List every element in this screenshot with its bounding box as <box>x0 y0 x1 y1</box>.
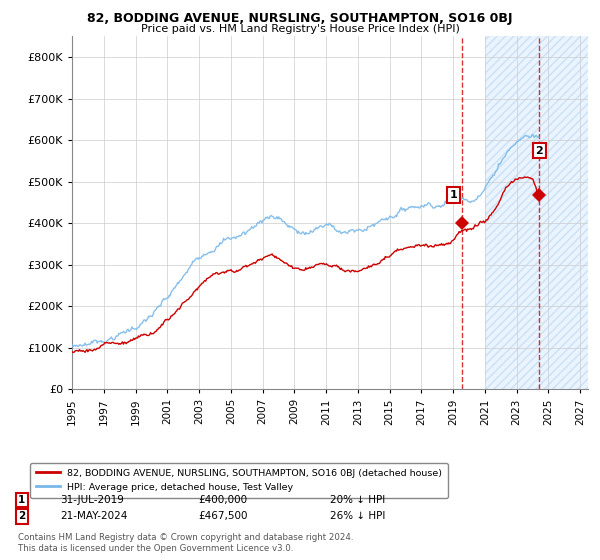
Text: £467,500: £467,500 <box>198 511 248 521</box>
Text: Contains HM Land Registry data © Crown copyright and database right 2024.
This d: Contains HM Land Registry data © Crown c… <box>18 533 353 553</box>
Text: 26% ↓ HPI: 26% ↓ HPI <box>330 511 385 521</box>
Text: 82, BODDING AVENUE, NURSLING, SOUTHAMPTON, SO16 0BJ: 82, BODDING AVENUE, NURSLING, SOUTHAMPTO… <box>87 12 513 25</box>
Text: 1: 1 <box>449 190 457 200</box>
Text: 1: 1 <box>18 495 25 505</box>
Text: 2: 2 <box>535 146 543 156</box>
Text: 20% ↓ HPI: 20% ↓ HPI <box>330 495 385 505</box>
Bar <box>485 36 588 389</box>
Text: 31-JUL-2019: 31-JUL-2019 <box>60 495 124 505</box>
Text: 2: 2 <box>18 511 25 521</box>
Text: £400,000: £400,000 <box>198 495 247 505</box>
Legend: 82, BODDING AVENUE, NURSLING, SOUTHAMPTON, SO16 0BJ (detached house), HPI: Avera: 82, BODDING AVENUE, NURSLING, SOUTHAMPTO… <box>30 463 448 498</box>
Text: Price paid vs. HM Land Registry's House Price Index (HPI): Price paid vs. HM Land Registry's House … <box>140 24 460 34</box>
Text: 21-MAY-2024: 21-MAY-2024 <box>60 511 127 521</box>
Bar <box>485 36 588 389</box>
